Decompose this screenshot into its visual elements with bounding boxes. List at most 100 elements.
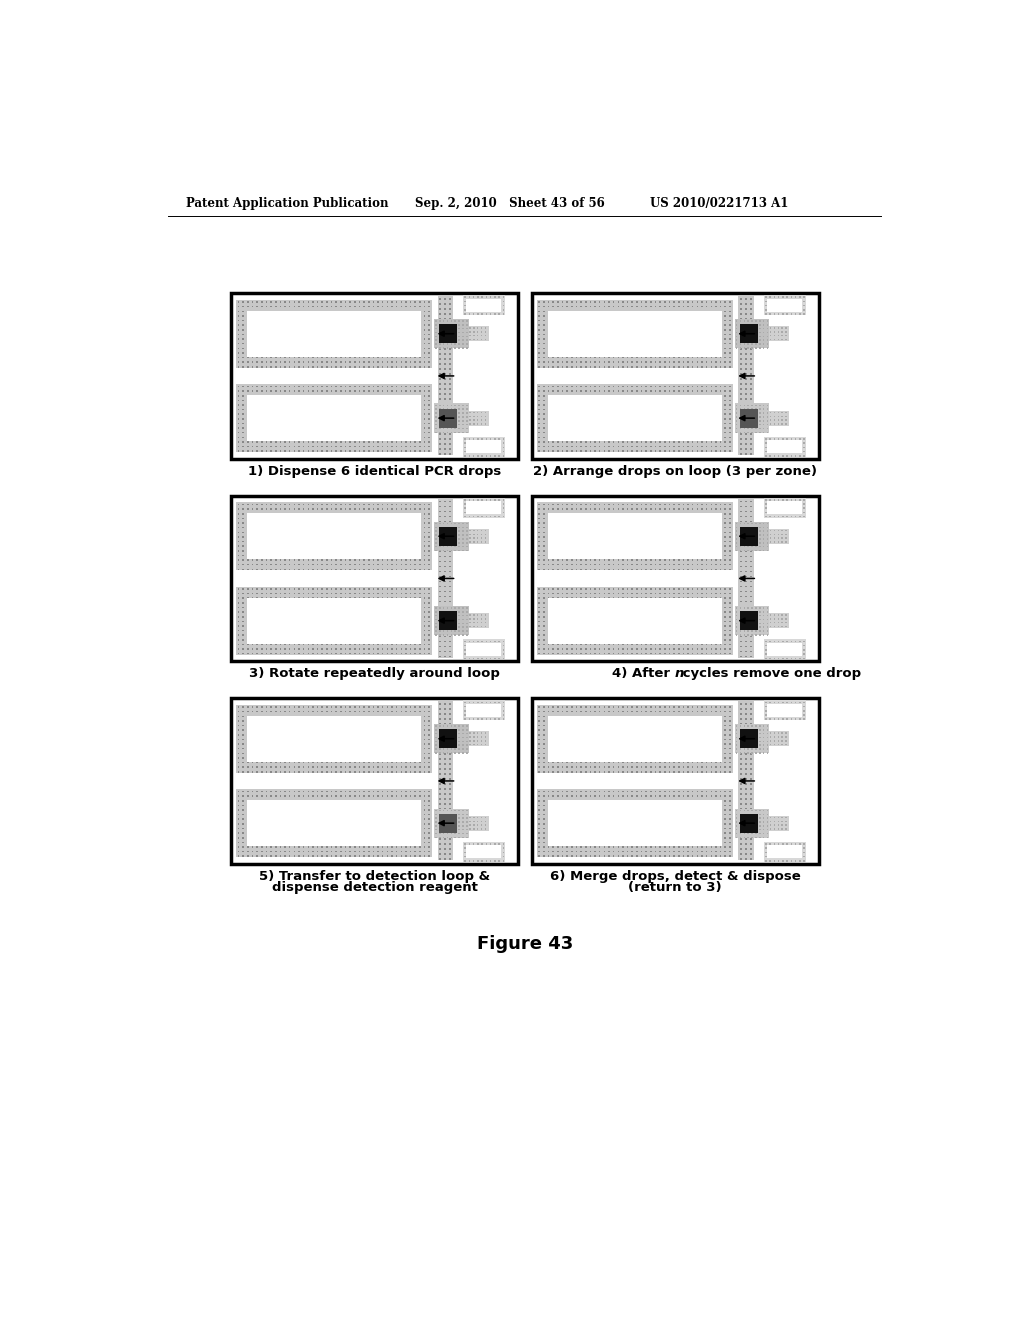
Bar: [446, 327, 449, 330]
Bar: [275, 851, 276, 853]
Bar: [238, 593, 240, 594]
Bar: [316, 842, 318, 843]
Bar: [326, 564, 328, 565]
Bar: [725, 762, 726, 763]
Bar: [599, 589, 600, 590]
Bar: [608, 800, 609, 801]
Bar: [683, 541, 684, 543]
Bar: [238, 325, 240, 326]
Bar: [391, 527, 393, 528]
Bar: [396, 306, 397, 308]
Bar: [316, 422, 318, 424]
Bar: [477, 537, 478, 539]
Bar: [585, 306, 587, 308]
Bar: [368, 855, 370, 857]
Bar: [674, 805, 675, 807]
Bar: [720, 620, 721, 622]
Bar: [316, 343, 318, 345]
Bar: [765, 851, 767, 853]
Bar: [364, 527, 365, 528]
Bar: [285, 837, 286, 838]
Bar: [743, 725, 745, 727]
Bar: [669, 626, 671, 627]
Bar: [617, 527, 620, 528]
Bar: [543, 730, 545, 731]
Bar: [645, 409, 647, 411]
Bar: [627, 828, 629, 829]
Bar: [537, 503, 733, 570]
Bar: [762, 331, 764, 333]
Bar: [446, 619, 449, 620]
Bar: [745, 348, 746, 350]
Bar: [575, 644, 578, 645]
Bar: [562, 706, 563, 708]
Bar: [439, 779, 440, 780]
Bar: [419, 395, 421, 396]
Bar: [294, 432, 295, 433]
Bar: [466, 627, 468, 628]
Bar: [566, 620, 568, 622]
Bar: [750, 393, 752, 395]
Bar: [599, 334, 600, 335]
Bar: [400, 589, 402, 590]
Bar: [326, 814, 328, 816]
Bar: [581, 400, 582, 401]
Bar: [477, 733, 478, 734]
Bar: [552, 450, 554, 451]
Bar: [773, 305, 775, 306]
Bar: [740, 313, 741, 314]
Bar: [298, 706, 300, 708]
Bar: [777, 828, 779, 830]
Bar: [599, 855, 600, 857]
Bar: [654, 422, 656, 424]
Bar: [280, 554, 282, 556]
Bar: [489, 507, 492, 510]
Bar: [678, 385, 680, 387]
Bar: [252, 409, 253, 411]
Bar: [387, 602, 388, 603]
Bar: [382, 607, 383, 609]
Bar: [557, 319, 559, 321]
Bar: [701, 814, 702, 816]
Bar: [473, 533, 474, 535]
Bar: [804, 301, 805, 302]
Bar: [247, 418, 249, 420]
Bar: [599, 536, 600, 537]
Bar: [706, 418, 708, 420]
Bar: [765, 855, 767, 858]
Bar: [285, 767, 286, 768]
Bar: [557, 593, 559, 594]
Bar: [778, 645, 779, 647]
Bar: [696, 545, 698, 546]
Bar: [428, 616, 430, 618]
Bar: [326, 560, 328, 561]
Bar: [743, 611, 745, 612]
Bar: [410, 805, 412, 807]
Bar: [617, 319, 620, 321]
Bar: [354, 589, 355, 590]
Bar: [466, 549, 468, 552]
Bar: [543, 653, 545, 655]
Bar: [270, 362, 272, 363]
Bar: [415, 569, 416, 570]
Bar: [373, 527, 374, 528]
Bar: [608, 418, 609, 420]
Bar: [345, 833, 346, 834]
Bar: [701, 391, 702, 392]
Bar: [641, 508, 642, 510]
Bar: [382, 791, 383, 792]
Bar: [280, 306, 282, 308]
Bar: [552, 706, 554, 708]
Bar: [243, 589, 244, 590]
Bar: [387, 343, 388, 345]
Bar: [725, 409, 726, 411]
Bar: [428, 725, 430, 726]
Bar: [701, 607, 702, 609]
Bar: [415, 513, 416, 515]
Bar: [623, 752, 624, 754]
Bar: [424, 404, 425, 405]
Bar: [575, 589, 578, 590]
Bar: [415, 325, 416, 326]
Bar: [543, 523, 545, 524]
Bar: [442, 634, 444, 636]
